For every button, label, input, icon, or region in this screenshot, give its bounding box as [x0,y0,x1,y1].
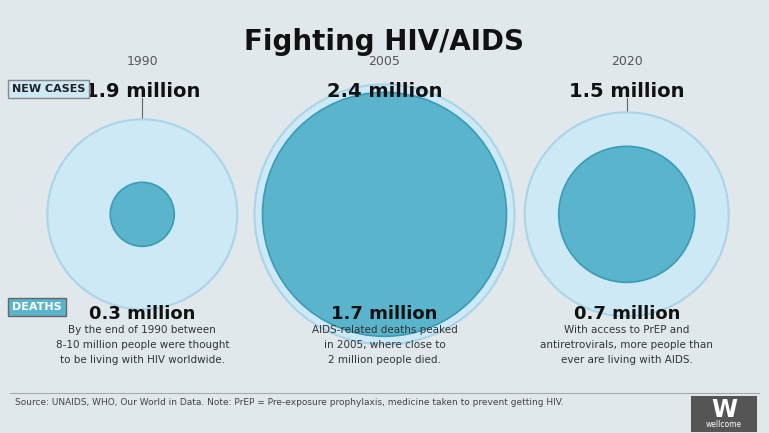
Text: 2.4 million: 2.4 million [327,82,442,101]
Text: With access to PrEP and
antiretrovirals, more people than
ever are living with A: With access to PrEP and antiretrovirals,… [541,325,713,365]
FancyBboxPatch shape [691,396,757,432]
Ellipse shape [524,112,729,317]
Text: 1990: 1990 [126,55,158,68]
Text: Source: UNAIDS, WHO, Our World in Data. Note: PrEP = Pre-exposure prophylaxis, m: Source: UNAIDS, WHO, Our World in Data. … [15,398,564,407]
Ellipse shape [110,182,175,246]
Text: wellcome: wellcome [706,420,742,429]
Ellipse shape [559,146,694,282]
Text: 0.7 million: 0.7 million [574,305,680,323]
Text: Fighting HIV/AIDS: Fighting HIV/AIDS [245,28,524,56]
Ellipse shape [47,120,238,309]
Text: DEATHS: DEATHS [12,302,62,312]
Text: 2020: 2020 [611,55,643,68]
Text: NEW CASES: NEW CASES [12,84,85,94]
Text: 1.9 million: 1.9 million [85,82,200,101]
Text: 1.7 million: 1.7 million [331,305,438,323]
Ellipse shape [262,92,507,336]
Text: By the end of 1990 between
8-10 million people were thought
to be living with HI: By the end of 1990 between 8-10 million … [55,325,229,365]
Text: AIDS-related deaths peaked
in 2005, where close to
2 million people died.: AIDS-related deaths peaked in 2005, wher… [311,325,458,365]
Text: 1.5 million: 1.5 million [569,82,684,101]
Text: 2005: 2005 [368,55,401,68]
Text: W: W [711,397,737,422]
Text: 0.3 million: 0.3 million [89,305,195,323]
Ellipse shape [255,84,514,344]
